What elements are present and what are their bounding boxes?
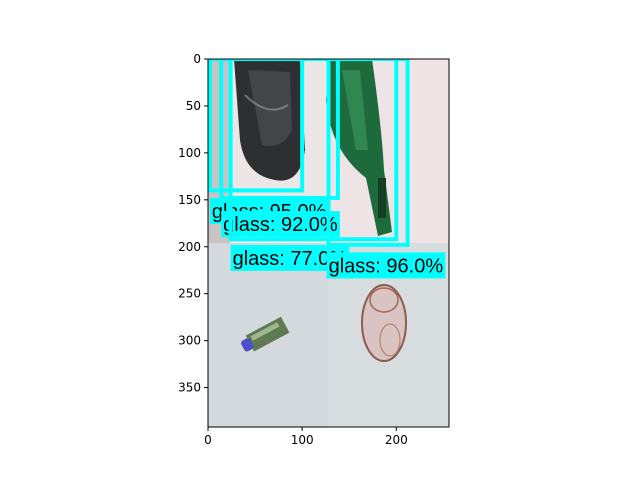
detection-label-bg — [326, 252, 446, 279]
y-tick-label: 350 — [178, 381, 201, 395]
detection-3: glass: 77.0% — [228, 59, 399, 271]
detection-label: glass: 96.0% — [329, 255, 444, 277]
y-tick-label: 300 — [178, 334, 201, 348]
y-tick-label: 100 — [178, 146, 201, 160]
axes-frame — [207, 58, 450, 428]
x-tick-label: 0 — [204, 433, 212, 447]
detection-box — [326, 59, 410, 247]
x-tick-label: 200 — [385, 433, 408, 447]
image-area: glass: 95.0%glass: 92.0%glass: 77.0%glas… — [208, 59, 449, 427]
x-axis: 0 100 200 — [204, 427, 408, 447]
detection-box — [219, 59, 340, 200]
detection-label: glass: 92.0% — [223, 214, 338, 236]
y-tick-label: 250 — [178, 287, 201, 301]
detection-2: glass: 92.0% — [219, 59, 340, 238]
y-tick-label: 50 — [186, 99, 201, 113]
detection-label: glass: 77.0% — [233, 248, 348, 270]
detection-box — [228, 59, 399, 242]
tile-battery-pack — [208, 243, 328, 427]
detections-layer: glass: 95.0%glass: 92.0%glass: 77.0%glas… — [208, 59, 446, 279]
y-tick-label: 150 — [178, 193, 201, 207]
y-axis: 0 50 100 150 200 250 300 350 — [178, 52, 208, 395]
detection-box — [208, 59, 305, 193]
detection-4: glass: 96.0% — [326, 59, 446, 279]
y-tick-label: 200 — [178, 240, 201, 254]
detection-label-bg — [221, 211, 340, 238]
y-tick-label: 0 — [193, 52, 201, 66]
x-tick-label: 100 — [291, 433, 314, 447]
tile-green-bottle — [326, 59, 449, 243]
